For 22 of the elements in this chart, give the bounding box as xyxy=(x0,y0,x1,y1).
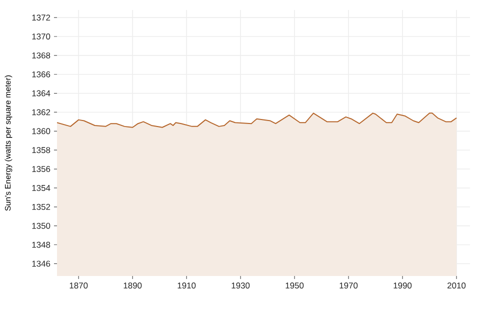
x-tick-label: 1990 xyxy=(394,282,412,289)
x-tick-label: 1890 xyxy=(124,282,142,289)
x-tick-label: 1970 xyxy=(340,282,358,289)
y-tick-label: 1352 xyxy=(32,204,50,210)
y-tick-label: 1366 xyxy=(32,71,50,78)
y-tick-label: 1360 xyxy=(32,128,50,134)
y-tick-label: 1372 xyxy=(32,14,50,21)
x-tick-label: 1910 xyxy=(178,282,196,289)
y-tick-label: 1368 xyxy=(32,52,50,58)
y-tick-label: 1356 xyxy=(32,166,50,172)
x-tick-label: 1870 xyxy=(70,282,88,289)
x-tick-label: 1950 xyxy=(286,282,304,289)
y-tick-label: 1358 xyxy=(32,147,50,154)
y-tick-label: 1350 xyxy=(32,222,50,229)
y-tick-label: 1370 xyxy=(32,34,50,40)
y-tick-label: 1346 xyxy=(32,260,50,267)
y-tick-label: 1354 xyxy=(32,184,50,191)
x-tick-label: 1930 xyxy=(232,282,250,289)
y-tick-label: 1364 xyxy=(32,90,50,96)
y-tick-label: 1362 xyxy=(32,109,50,116)
y-tick-label: 1348 xyxy=(32,242,50,248)
x-tick-label: 2010 xyxy=(448,282,466,289)
